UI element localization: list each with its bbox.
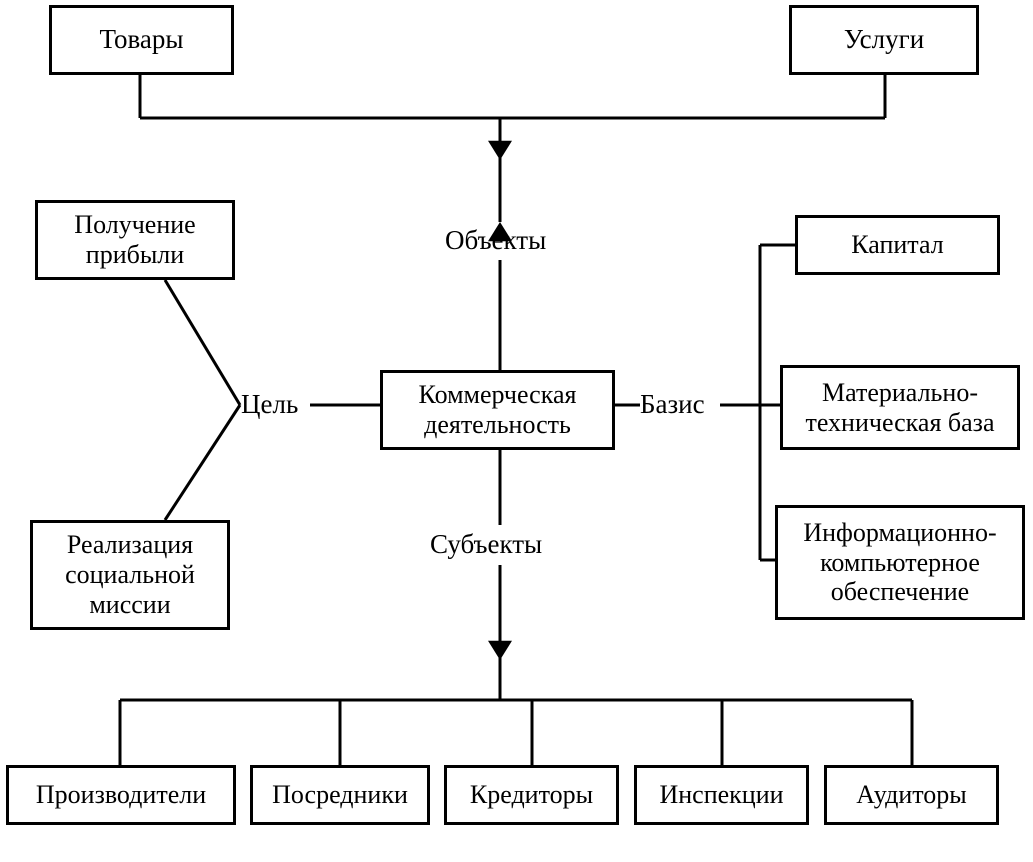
node-inspections: Инспекции xyxy=(634,765,809,825)
node-intermed: Посредники xyxy=(250,765,430,825)
node-social: Реализация социальной миссии xyxy=(30,520,230,630)
node-profit: Получение прибыли xyxy=(35,200,235,280)
node-intermed-label: Посредники xyxy=(272,780,408,810)
node-capital: Капитал xyxy=(795,215,1000,275)
node-auditors: Аудиторы xyxy=(824,765,999,825)
label-basis: Базис xyxy=(640,390,705,420)
node-matbase-label: Материально- техническая база xyxy=(805,378,994,438)
node-matbase: Материально- техническая база xyxy=(780,365,1020,450)
node-center-label: Коммерческая деятельность xyxy=(419,380,577,440)
node-creditors-label: Кредиторы xyxy=(470,780,593,810)
label-goal: Цель xyxy=(241,390,298,420)
node-infocomp-label: Информационно- компьютерное обеспечение xyxy=(803,518,996,608)
node-goods-label: Товары xyxy=(100,24,184,55)
label-basis-text: Базис xyxy=(640,389,705,419)
label-objects-text: Объекты xyxy=(445,225,546,255)
node-creditors: Кредиторы xyxy=(444,765,619,825)
label-subjects: Субъекты xyxy=(430,530,542,560)
node-producers: Производители xyxy=(6,765,236,825)
node-profit-label: Получение прибыли xyxy=(74,210,195,270)
label-goal-text: Цель xyxy=(241,389,298,419)
node-auditors-label: Аудиторы xyxy=(856,780,966,810)
node-infocomp: Информационно- компьютерное обеспечение xyxy=(775,505,1025,620)
node-producers-label: Производители xyxy=(36,780,206,810)
node-social-label: Реализация социальной миссии xyxy=(65,530,195,620)
node-services: Услуги xyxy=(789,5,979,75)
node-center: Коммерческая деятельность xyxy=(380,370,615,450)
label-objects: Объекты xyxy=(445,226,546,256)
node-services-label: Услуги xyxy=(844,24,924,55)
node-capital-label: Капитал xyxy=(851,230,943,260)
node-inspections-label: Инспекции xyxy=(659,780,783,810)
node-goods: Товары xyxy=(49,5,234,75)
label-subjects-text: Субъекты xyxy=(430,529,542,559)
